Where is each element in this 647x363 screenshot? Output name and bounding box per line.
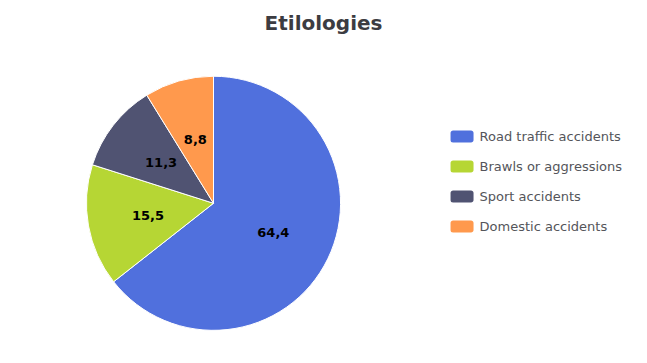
svg-text:Brawls or aggressions: Brawls or aggressions [480,159,623,174]
svg-text:Etilologies: Etilologies [265,11,383,35]
svg-text:64,4: 64,4 [257,225,289,240]
svg-text:Domestic accidents: Domestic accidents [480,219,608,234]
svg-text:Road traffic accidents: Road traffic accidents [480,129,621,144]
svg-text:Sport accidents: Sport accidents [480,189,581,204]
svg-text:11,3: 11,3 [145,155,177,170]
svg-text:15,5: 15,5 [132,208,164,223]
svg-text:8,8: 8,8 [184,132,207,147]
